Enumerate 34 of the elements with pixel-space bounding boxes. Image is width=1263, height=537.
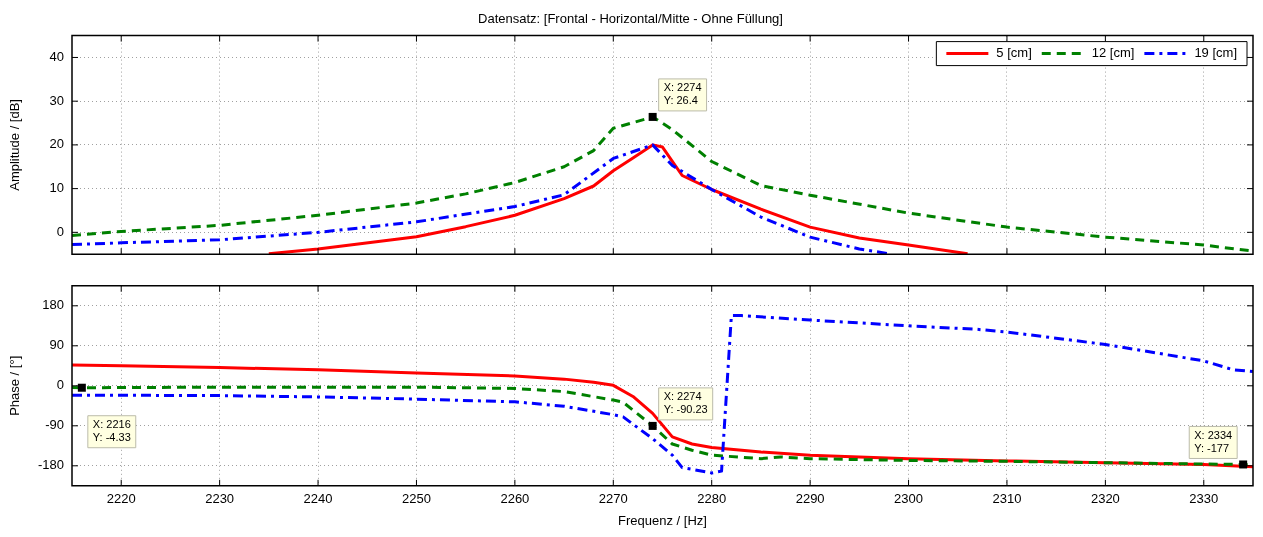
- x-tick-label: 2280: [697, 491, 727, 507]
- legend-label: 19 [cm]: [1194, 45, 1237, 61]
- x-tick-label: 2300: [894, 491, 923, 507]
- chart-title: Datensatz: [Frontal - Horizontal/Mitte - Ohne Füllung]: [478, 11, 783, 27]
- y-tick-label: -90: [45, 417, 64, 433]
- annotation: X: 2274 Y: 26.4: [663, 81, 702, 107]
- x-tick-label: 2250: [402, 491, 431, 507]
- x-tick-label: 2310: [992, 491, 1022, 507]
- y-tick-label: 20: [49, 136, 64, 152]
- y-tick-label: 0: [56, 377, 64, 393]
- x-tick-label: 2240: [303, 491, 333, 507]
- x-tick-label: 2230: [205, 491, 235, 507]
- line-series: [72, 314, 1253, 475]
- y-tick-label: 90: [49, 337, 64, 353]
- x-axis-title: Frequenz / [Hz]: [618, 512, 707, 528]
- y-axis-title: Phase / [°]: [7, 355, 23, 416]
- y-axis-title: Amplitude / [dB]: [7, 99, 23, 191]
- x-tick-label: 2290: [795, 491, 825, 507]
- legend-label: 12 [cm]: [1091, 45, 1135, 61]
- x-tick-label: 2260: [500, 491, 530, 507]
- annotation: X: 2274 Y: -90.23: [663, 390, 708, 416]
- x-tick-label: 2220: [106, 491, 136, 507]
- y-tick-label: 10: [49, 180, 64, 196]
- y-tick-label: -180: [37, 457, 64, 473]
- legend-label: 5 [cm]: [996, 45, 1032, 61]
- y-tick-label: 180: [42, 297, 64, 313]
- y-tick-label: 0: [56, 223, 64, 239]
- annotation: X: 2216 Y: -4.33: [92, 418, 131, 444]
- x-tick-label: 2270: [598, 491, 628, 507]
- annotation: X: 2334 Y: -177: [1194, 429, 1233, 454]
- x-tick-label: 2330: [1189, 491, 1219, 507]
- x-tick-label: 2320: [1090, 491, 1120, 507]
- y-tick-label: 40: [49, 49, 64, 65]
- y-tick-label: 30: [49, 92, 64, 108]
